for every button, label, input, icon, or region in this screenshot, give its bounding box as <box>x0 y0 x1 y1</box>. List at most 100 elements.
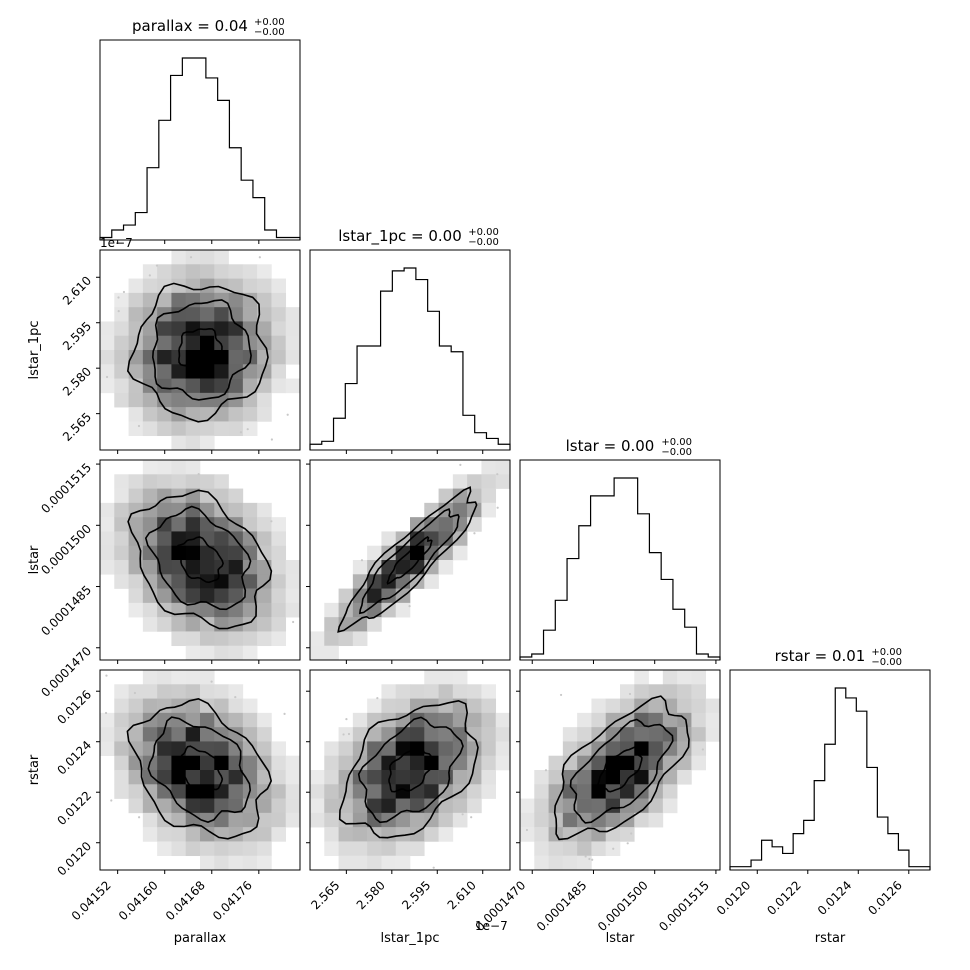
density-cell <box>520 798 535 814</box>
density-cell <box>620 684 635 699</box>
density-cell <box>381 574 397 589</box>
density-cell <box>228 574 244 589</box>
density-cell <box>648 812 664 828</box>
density-cell <box>157 827 172 842</box>
title-lower-error-parallax: −0.00 <box>254 27 285 38</box>
density-cell <box>257 278 272 294</box>
density-cell <box>367 588 382 604</box>
density-cell <box>424 502 439 518</box>
sample-point <box>292 620 295 624</box>
density-cell <box>128 517 144 532</box>
sample-point <box>117 296 120 299</box>
density-cell <box>128 488 144 504</box>
density-cell <box>257 392 272 408</box>
density-cell <box>242 698 258 714</box>
sample-point <box>459 463 462 467</box>
density-cell <box>467 698 482 714</box>
contour-39.3% <box>596 745 643 793</box>
density-cell <box>562 741 578 757</box>
density-cell <box>605 712 621 728</box>
density-cell <box>271 517 287 532</box>
density-cell <box>128 307 144 322</box>
density-cell <box>495 727 511 742</box>
x-offset-text: 1e−7 <box>475 919 508 933</box>
density-cell <box>548 755 564 771</box>
density-cell <box>648 712 664 728</box>
density-cell <box>352 560 368 575</box>
x-tick-label-parallax: 0.04168 <box>163 878 208 923</box>
density-cell <box>228 602 244 618</box>
density-cell <box>185 350 201 365</box>
histogram-panel-rstar: rstar = 0.01 +0.00−0.00 <box>729 647 931 871</box>
sample-point <box>432 866 435 869</box>
density-cell <box>114 321 129 337</box>
density-cell <box>171 741 187 757</box>
density-cell <box>171 617 187 632</box>
density-cell <box>424 727 439 742</box>
density-cell <box>128 741 144 757</box>
panel-frame <box>309 459 511 661</box>
density-cell <box>534 827 549 842</box>
density-cell <box>367 755 382 771</box>
panel-title-lstar_1pc: lstar_1pc = 0.00 <box>338 227 462 246</box>
density-cell <box>662 784 678 799</box>
density-cell <box>214 574 229 589</box>
sample-point <box>234 696 237 699</box>
density-cell <box>271 798 287 814</box>
sample-point <box>496 473 499 476</box>
density-cell <box>424 812 439 828</box>
density-cell <box>171 250 187 265</box>
density-cell <box>285 378 301 394</box>
sample-point <box>286 413 289 416</box>
density-cell <box>324 755 339 771</box>
density-cell <box>352 712 368 728</box>
density-cell <box>257 531 272 547</box>
density-cell <box>142 574 158 589</box>
density-cell <box>214 474 229 489</box>
density-cell <box>114 502 129 518</box>
density-cell <box>271 574 287 589</box>
density-cell <box>271 545 287 561</box>
density-cell <box>228 407 244 422</box>
sample-point <box>408 605 411 608</box>
density-cell <box>200 474 215 489</box>
density-cell <box>662 798 678 814</box>
density-cell <box>242 321 258 337</box>
density-cell <box>691 727 707 742</box>
density-cell <box>142 517 158 532</box>
y-tick-label-rstar: 0.0122 <box>55 788 95 828</box>
density-cell <box>467 727 482 742</box>
density-cell <box>185 250 201 265</box>
density-cell <box>242 727 258 742</box>
density-cell <box>395 770 411 785</box>
density-cell <box>438 560 454 575</box>
density-cell <box>242 617 258 632</box>
density-cell <box>185 502 201 518</box>
density-cell <box>271 741 287 757</box>
x-tick-label-lstar_1pc: 2.580 <box>354 878 388 912</box>
density-cell <box>352 727 368 742</box>
density-cell <box>605 741 621 757</box>
density-cell <box>562 755 578 771</box>
density-cell <box>285 560 301 575</box>
density-cell <box>200 841 215 857</box>
density-cell <box>452 798 468 814</box>
density-cell <box>142 264 158 279</box>
density-cell <box>285 784 301 799</box>
density-cell <box>157 531 172 547</box>
density-cell <box>171 364 187 379</box>
contour-86.5% <box>357 716 464 824</box>
density-cell <box>157 741 172 757</box>
density-cell <box>242 278 258 294</box>
density-cell <box>214 531 229 547</box>
density-cell <box>452 670 468 685</box>
density-cell <box>481 727 497 742</box>
panel-frame <box>99 459 301 661</box>
density-cell <box>562 784 578 799</box>
density-cell <box>228 712 244 728</box>
density-cell <box>395 855 411 871</box>
density-cell <box>128 560 144 575</box>
density-cell <box>185 631 201 647</box>
density-cell <box>242 264 258 279</box>
density-cell <box>242 335 258 351</box>
